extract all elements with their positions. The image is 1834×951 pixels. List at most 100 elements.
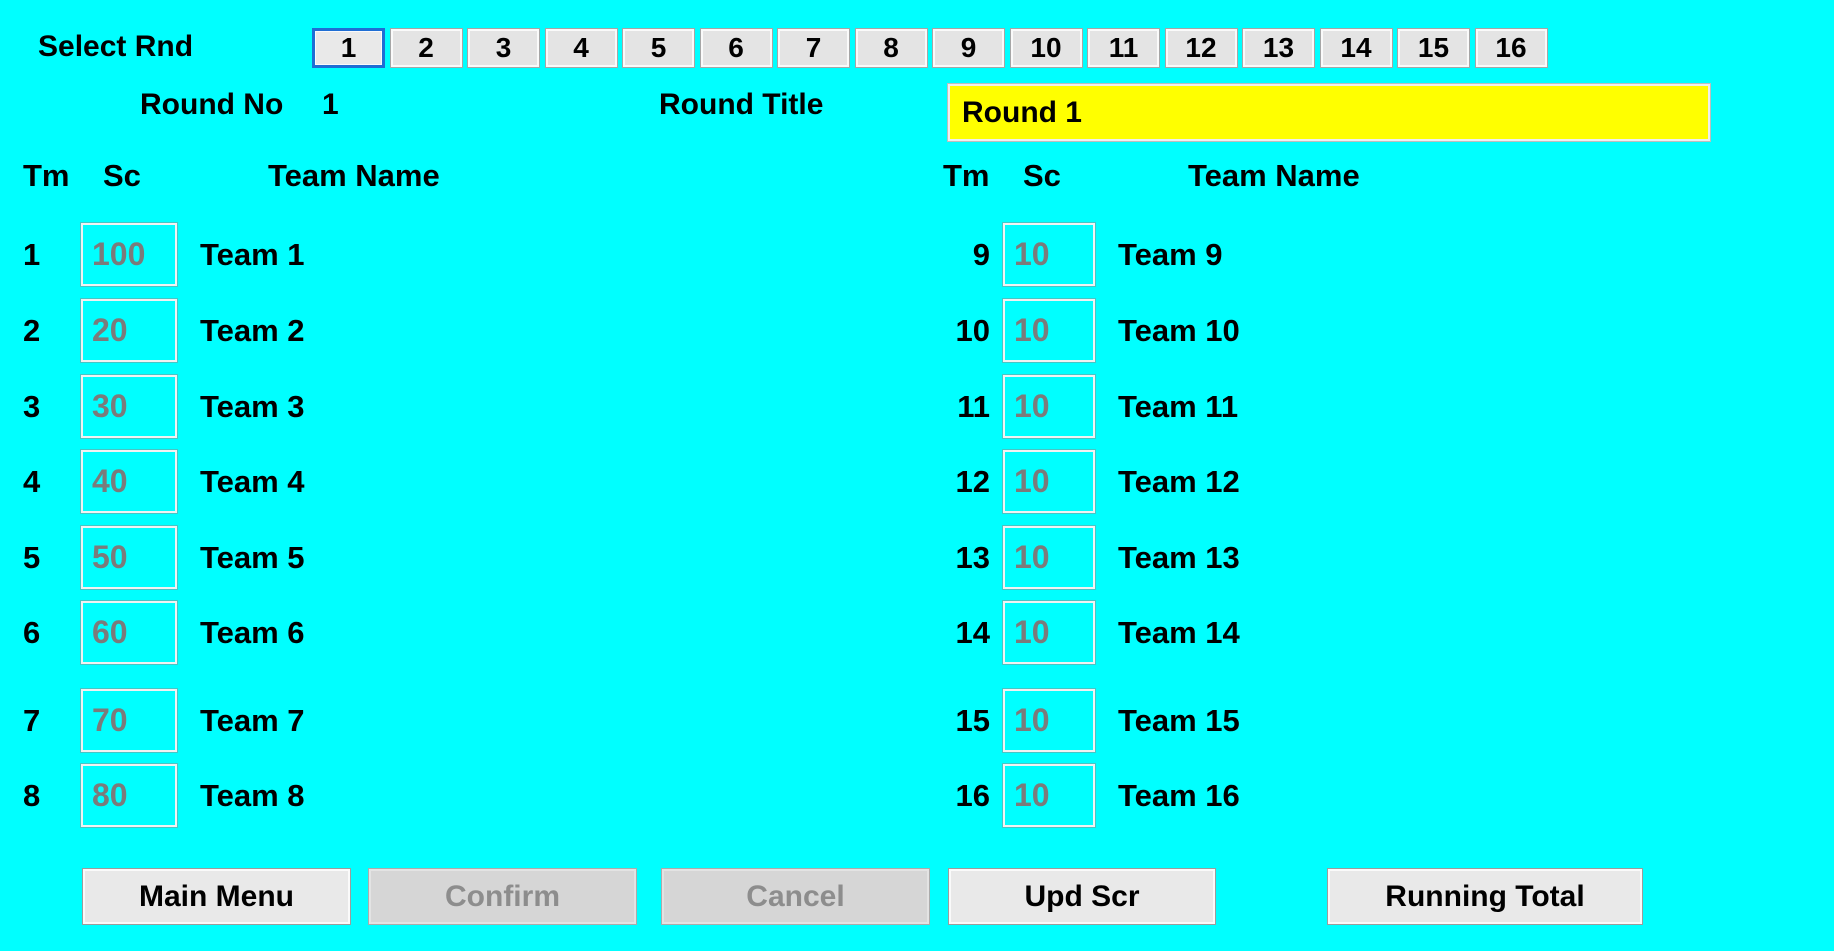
score-input[interactable] bbox=[1003, 375, 1095, 438]
round-button-7[interactable]: 7 bbox=[777, 28, 850, 68]
team-number: 10 bbox=[955, 313, 990, 348]
table-row: 11 Team 11 bbox=[920, 375, 1834, 438]
round-button-16[interactable]: 16 bbox=[1474, 28, 1548, 68]
score-input[interactable] bbox=[81, 299, 177, 362]
table-row: 16 Team 16 bbox=[920, 764, 1834, 827]
team-number: 7 bbox=[23, 703, 41, 738]
round-button-13[interactable]: 13 bbox=[1242, 28, 1315, 68]
team-column-left: Tm Sc Team Name 1 Team 1 2 Team 2 3 Team… bbox=[0, 0, 914, 951]
team-number: 6 bbox=[23, 615, 41, 650]
team-number: 12 bbox=[955, 464, 990, 499]
team-number: 3 bbox=[23, 389, 41, 424]
table-row: 13 Team 13 bbox=[920, 526, 1834, 589]
round-button-15[interactable]: 15 bbox=[1397, 28, 1470, 68]
team-name: Team 8 bbox=[200, 778, 305, 813]
team-number: 1 bbox=[23, 237, 41, 272]
team-name: Team 1 bbox=[200, 237, 305, 272]
round-button-8[interactable]: 8 bbox=[854, 28, 928, 68]
team-name: Team 9 bbox=[1118, 237, 1223, 272]
score-input[interactable] bbox=[1003, 601, 1095, 664]
cancel-button: Cancel bbox=[661, 868, 930, 925]
team-number: 11 bbox=[957, 389, 990, 424]
team-name: Team 4 bbox=[200, 464, 305, 499]
score-input[interactable] bbox=[81, 450, 177, 513]
round-no-label: Round No bbox=[140, 88, 284, 121]
column-header-sc: Sc bbox=[1023, 158, 1061, 193]
table-row: 12 Team 12 bbox=[920, 450, 1834, 513]
team-name: Team 3 bbox=[200, 389, 305, 424]
table-row: 15 Team 15 bbox=[920, 689, 1834, 752]
team-name: Team 7 bbox=[200, 703, 305, 738]
column-header-team-name: Team Name bbox=[1188, 158, 1360, 193]
round-button-strip: 1 2 3 4 5 6 7 8 9 10 11 12 13 14 15 16 bbox=[312, 28, 1548, 68]
team-name: Team 15 bbox=[1118, 703, 1240, 738]
team-number: 8 bbox=[23, 778, 41, 813]
team-number: 14 bbox=[955, 615, 990, 650]
team-name: Team 2 bbox=[200, 313, 305, 348]
score-input[interactable] bbox=[1003, 526, 1095, 589]
team-name: Team 11 bbox=[1118, 389, 1239, 424]
team-name: Team 6 bbox=[200, 615, 305, 650]
main-menu-button[interactable]: Main Menu bbox=[82, 868, 351, 925]
score-input[interactable] bbox=[81, 601, 177, 664]
table-row: 1 Team 1 bbox=[0, 223, 914, 286]
team-number: 13 bbox=[955, 540, 990, 575]
team-name: Team 14 bbox=[1118, 615, 1240, 650]
team-number: 9 bbox=[972, 237, 990, 272]
score-input[interactable] bbox=[1003, 764, 1095, 827]
team-name: Team 12 bbox=[1118, 464, 1240, 499]
round-button-1[interactable]: 1 bbox=[312, 28, 385, 68]
table-row: 2 Team 2 bbox=[0, 299, 914, 362]
score-input[interactable] bbox=[1003, 299, 1095, 362]
column-header-sc: Sc bbox=[103, 158, 141, 193]
team-number: 4 bbox=[23, 464, 41, 499]
score-input[interactable] bbox=[81, 223, 177, 286]
column-header-tm: Tm bbox=[943, 158, 990, 193]
round-button-4[interactable]: 4 bbox=[544, 28, 618, 68]
team-name: Team 16 bbox=[1118, 778, 1240, 813]
round-button-12[interactable]: 12 bbox=[1164, 28, 1238, 68]
table-row: 4 Team 4 bbox=[0, 450, 914, 513]
round-button-3[interactable]: 3 bbox=[467, 28, 540, 68]
table-row: 10 Team 10 bbox=[920, 299, 1834, 362]
column-header-team-name: Team Name bbox=[268, 158, 440, 193]
table-row: 3 Team 3 bbox=[0, 375, 914, 438]
table-row: 5 Team 5 bbox=[0, 526, 914, 589]
score-input[interactable] bbox=[1003, 450, 1095, 513]
table-row: 6 Team 6 bbox=[0, 601, 914, 664]
team-name: Team 13 bbox=[1118, 540, 1240, 575]
column-header-tm: Tm bbox=[23, 158, 70, 193]
score-input[interactable] bbox=[81, 764, 177, 827]
score-input[interactable] bbox=[81, 526, 177, 589]
score-input[interactable] bbox=[1003, 689, 1095, 752]
table-row: 9 Team 9 bbox=[920, 223, 1834, 286]
round-no-value: 1 bbox=[322, 88, 339, 121]
table-row: 8 Team 8 bbox=[0, 764, 914, 827]
team-number: 15 bbox=[955, 703, 990, 738]
round-button-14[interactable]: 14 bbox=[1319, 28, 1393, 68]
team-number: 5 bbox=[23, 540, 41, 575]
confirm-button: Confirm bbox=[368, 868, 637, 925]
round-title-input[interactable] bbox=[948, 84, 1710, 141]
round-button-9[interactable]: 9 bbox=[932, 28, 1005, 68]
round-title-label: Round Title bbox=[659, 88, 824, 121]
round-button-11[interactable]: 11 bbox=[1087, 28, 1160, 68]
team-name: Team 5 bbox=[200, 540, 305, 575]
team-name: Team 10 bbox=[1118, 313, 1240, 348]
round-button-5[interactable]: 5 bbox=[622, 28, 695, 68]
team-number: 16 bbox=[955, 778, 990, 813]
table-row: 14 Team 14 bbox=[920, 601, 1834, 664]
running-total-button[interactable]: Running Total bbox=[1327, 868, 1643, 925]
score-input[interactable] bbox=[81, 689, 177, 752]
team-column-right: Tm Sc Team Name 9 Team 9 10 Team 10 11 T… bbox=[920, 0, 1834, 951]
team-number: 2 bbox=[23, 313, 41, 348]
upd-scr-button[interactable]: Upd Scr bbox=[948, 868, 1216, 925]
select-round-label: Select Rnd bbox=[38, 30, 194, 63]
score-input[interactable] bbox=[1003, 223, 1095, 286]
table-row: 7 Team 7 bbox=[0, 689, 914, 752]
round-button-6[interactable]: 6 bbox=[699, 28, 773, 68]
round-button-2[interactable]: 2 bbox=[389, 28, 463, 68]
round-button-10[interactable]: 10 bbox=[1009, 28, 1083, 68]
score-input[interactable] bbox=[81, 375, 177, 438]
